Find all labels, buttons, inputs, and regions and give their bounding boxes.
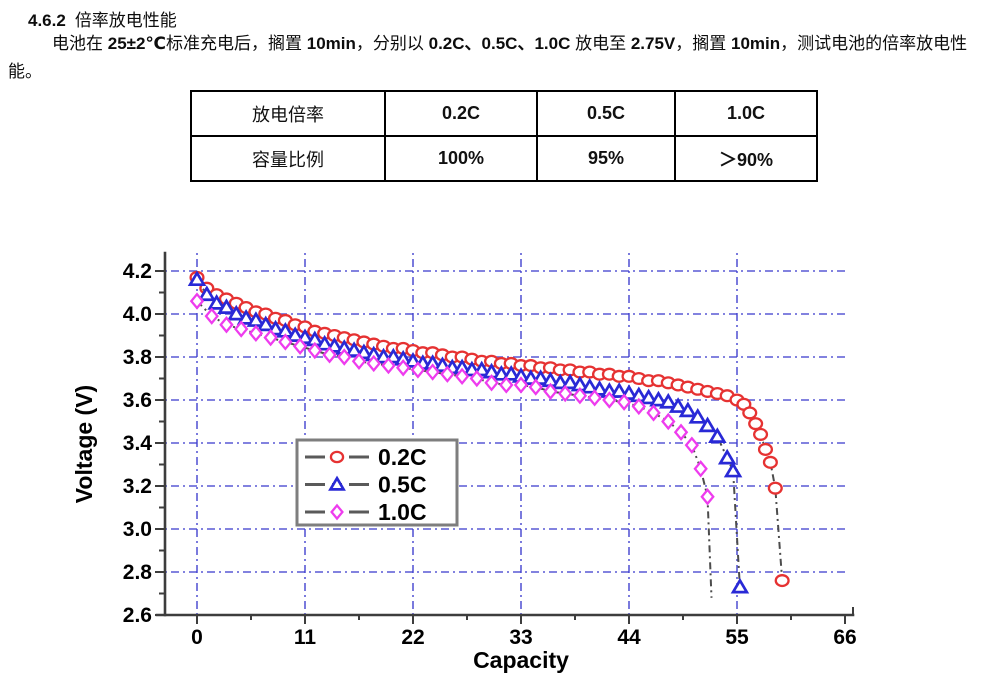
svg-text:3.4: 3.4 bbox=[123, 432, 153, 455]
legend-label: 0.2C bbox=[378, 444, 427, 470]
table-row: 容量比例 100% 95% ＞90% bbox=[190, 135, 818, 182]
discharge-chart: 2.6 2.8 3.0 3.2 3.4 3.6 3.8 4.0 4.2 0 11 22 33 44 55 66… bbox=[71, 251, 857, 673]
svg-text:3.8: 3.8 bbox=[123, 346, 153, 369]
rate-table: 放电倍率 0.2C 0.5C 1.0C 容量比例 100% 95% ＞90% bbox=[190, 90, 818, 182]
svg-text:66: 66 bbox=[833, 626, 856, 649]
value-cell: 95% bbox=[536, 135, 676, 182]
svg-text:3.0: 3.0 bbox=[123, 518, 152, 541]
svg-text:4.2: 4.2 bbox=[123, 260, 152, 283]
paragraph-run: 电池在 bbox=[52, 34, 108, 53]
paragraph-run: 10min bbox=[306, 34, 356, 53]
table-row: 放电倍率 0.2C 0.5C 1.0C bbox=[190, 90, 818, 137]
intro-paragraph: 电池在 25±2℃标准充电后，搁置 10min，分别以 0.2C、0.5C、1.… bbox=[8, 30, 996, 86]
paragraph-run: 标准充电后，搁置 bbox=[166, 34, 307, 53]
svg-text:3.2: 3.2 bbox=[123, 475, 152, 498]
svg-text:3.6: 3.6 bbox=[123, 389, 152, 412]
paragraph-run: ，搁置 bbox=[675, 34, 731, 53]
value-cell: 100% bbox=[384, 135, 538, 182]
paragraph-run: ，测试电池的倍率放电性能。 bbox=[8, 34, 968, 81]
svg-text:22: 22 bbox=[401, 626, 424, 649]
row-header-cell: 容量比例 bbox=[190, 135, 386, 182]
paragraph-run: 25±2℃ bbox=[107, 34, 167, 53]
svg-text:11: 11 bbox=[294, 626, 317, 649]
paragraph-run: 放电至 bbox=[570, 34, 631, 53]
section-heading: 4.6.2 倍率放电性能 bbox=[28, 6, 177, 31]
paragraph-run: 10min bbox=[730, 34, 781, 53]
legend-label: 0.5C bbox=[378, 472, 427, 498]
svg-text:33: 33 bbox=[509, 626, 532, 649]
paragraph-run: 0.2C、0.5C、1.0C bbox=[428, 34, 571, 53]
series-0.2C bbox=[189, 270, 790, 588]
legend-label: 1.0C bbox=[378, 499, 427, 525]
svg-text:55: 55 bbox=[725, 626, 749, 649]
value-cell: 1.0C bbox=[674, 90, 818, 137]
paragraph-run: 2.75V bbox=[630, 34, 676, 53]
svg-text:0: 0 bbox=[191, 626, 203, 649]
value-cell: 0.5C bbox=[536, 90, 676, 137]
axes: 2.6 2.8 3.0 3.2 3.4 3.6 3.8 4.0 4.2 0 11 22 33 44 55 66… bbox=[71, 251, 857, 673]
legend: 0.2C0.5C1.0C bbox=[295, 438, 459, 527]
svg-text:2.6: 2.6 bbox=[123, 604, 152, 627]
value-cell: 0.2C bbox=[384, 90, 538, 137]
svg-text:2.8: 2.8 bbox=[123, 561, 153, 584]
x-axis-title: Capacity bbox=[473, 647, 569, 673]
series-1.0C bbox=[189, 292, 715, 598]
heading-number: 4.6.2 bbox=[28, 11, 66, 30]
svg-text:4.0: 4.0 bbox=[123, 303, 152, 326]
paragraph-run: ，分别以 bbox=[355, 34, 429, 53]
y-axis-title: Voltage (V) bbox=[71, 385, 97, 503]
gridlines bbox=[165, 253, 845, 615]
svg-text:44: 44 bbox=[617, 626, 641, 649]
value-cell: ＞90% bbox=[674, 135, 818, 182]
row-header-cell: 放电倍率 bbox=[190, 90, 386, 137]
heading-title: 倍率放电性能 bbox=[74, 11, 177, 30]
